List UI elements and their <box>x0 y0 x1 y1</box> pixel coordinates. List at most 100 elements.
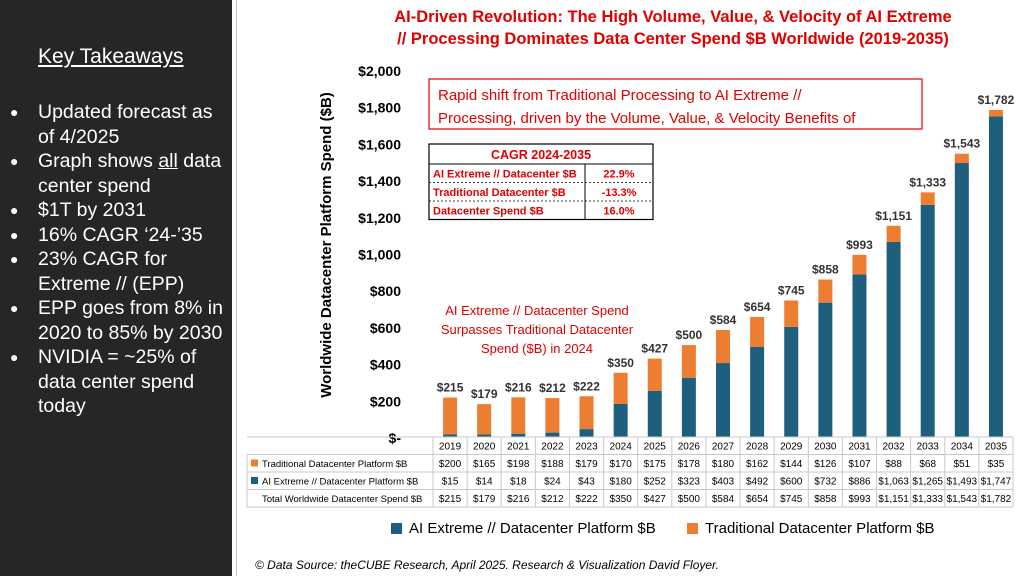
table-cell: $584 <box>712 494 735 505</box>
y-tick-label: $- <box>389 430 402 446</box>
table-cell: $216 <box>507 494 530 505</box>
key-takeaways-list: Updated forecast as of 4/2025Graph shows… <box>8 100 230 419</box>
total-data-label: $584 <box>710 313 737 327</box>
table-legend-key <box>251 477 258 484</box>
total-data-label: $1,782 <box>978 93 1015 107</box>
table-cell: $500 <box>678 494 701 505</box>
bar-traditional <box>681 345 696 378</box>
x-tick-label: 2029 <box>780 442 803 453</box>
table-cell: $68 <box>919 459 936 470</box>
chart-title-line: // Processing Dominates Data Center Spen… <box>397 30 949 48</box>
total-data-label: $993 <box>846 238 873 252</box>
bar-ai-extreme <box>716 363 730 437</box>
total-data-label: $216 <box>505 380 532 394</box>
bar-ai-extreme <box>886 241 901 437</box>
callout-box <box>428 78 923 130</box>
table-cell: $144 <box>780 459 803 470</box>
bar-ai-extreme <box>647 390 662 437</box>
legend-key-ai <box>391 523 402 534</box>
total-data-label: $500 <box>676 328 703 342</box>
y-tick-label: $200 <box>370 393 401 409</box>
x-tick-label: 2030 <box>814 442 837 453</box>
bar-ai-extreme <box>477 434 492 437</box>
table-cell: $179 <box>575 459 598 470</box>
y-tick-label: $400 <box>370 357 401 373</box>
x-tick-label: 2022 <box>541 442 564 453</box>
total-data-label: $212 <box>539 381 566 395</box>
table-cell: $88 <box>885 459 902 470</box>
table-cell: $600 <box>780 477 803 488</box>
table-cell: $24 <box>544 477 561 488</box>
bar-traditional <box>511 397 526 434</box>
table-cell: $427 <box>644 494 667 505</box>
total-data-label: $1,333 <box>909 175 946 189</box>
x-tick-label: 2035 <box>985 442 1008 453</box>
y-axis-label: Worldwide Datacenter Platform Spend ($B) <box>318 92 335 398</box>
table-legend-key <box>251 459 258 467</box>
chart-svg: AI-Driven Revolution: The High Volume, V… <box>246 8 1015 572</box>
legend-label-traditional: Traditional Datacenter Platform $B <box>705 520 935 537</box>
table-cell: $1,333 <box>912 494 943 505</box>
bar-ai-extreme <box>750 346 765 437</box>
table-cell: $654 <box>746 494 769 505</box>
takeaway-item: 16% CAGR ‘24-’35 <box>8 223 230 248</box>
bar-ai-extreme <box>784 326 799 437</box>
table-cell: $1,747 <box>981 477 1012 488</box>
x-tick-label: 2021 <box>507 442 530 453</box>
takeaway-item: NVIDIA = ~25% of data center spend today <box>8 345 230 419</box>
table-cell: $180 <box>712 459 735 470</box>
annotation-text: Spend ($B) in 2024 <box>481 341 593 356</box>
table-cell: $35 <box>988 459 1005 470</box>
total-data-label: $858 <box>812 263 839 277</box>
cagr-row-label: Traditional Datacenter $B <box>433 187 566 199</box>
bar-ai-extreme <box>954 163 969 438</box>
total-data-label: $350 <box>607 356 634 370</box>
table-cell: $15 <box>442 477 459 488</box>
table-cell: $188 <box>541 459 564 470</box>
bar-traditional <box>579 396 594 430</box>
y-tick-label: $1,200 <box>358 210 401 226</box>
x-tick-label: 2025 <box>644 442 667 453</box>
legend-key-traditional <box>687 523 698 534</box>
total-data-label: $179 <box>471 387 498 401</box>
y-tick-label: $1,400 <box>358 173 401 189</box>
bar-ai-extreme <box>545 432 560 437</box>
key-takeaways-title: Key Takeaways <box>38 45 184 68</box>
annotation-text: AI Extreme // Datacenter Spend <box>445 303 629 318</box>
x-tick-label: 2032 <box>882 442 905 453</box>
takeaway-item: $1T by 2031 <box>8 198 230 223</box>
x-tick-label: 2034 <box>951 442 974 453</box>
table-cell: $1,782 <box>981 494 1012 505</box>
bar-ai-extreme <box>852 274 867 437</box>
x-tick-label: 2026 <box>678 442 701 453</box>
table-cell: $175 <box>644 459 667 470</box>
y-tick-label: $2,000 <box>358 63 401 79</box>
table-cell: $745 <box>780 494 803 505</box>
x-tick-label: 2028 <box>746 442 769 453</box>
cagr-row-label: AI Extreme // Datacenter $B <box>433 169 577 181</box>
table-cell: $180 <box>610 477 633 488</box>
x-tick-label: 2019 <box>439 442 462 453</box>
total-data-label: $215 <box>437 381 464 395</box>
bar-traditional <box>886 225 901 242</box>
x-tick-label: 2020 <box>473 442 496 453</box>
table-cell: $1,063 <box>878 477 909 488</box>
bar-traditional <box>818 279 833 303</box>
takeaway-item: 23% CAGR for Extreme // (EPP) <box>8 247 230 296</box>
source-note: © Data Source: theCUBE Research, April 2… <box>255 558 719 572</box>
table-cell: $350 <box>610 494 633 505</box>
table-cell: $43 <box>578 477 595 488</box>
total-data-label: $222 <box>573 379 600 393</box>
cagr-table-box <box>428 143 654 221</box>
table-cell: $732 <box>814 477 837 488</box>
cagr-row-value: 22.9% <box>603 169 634 181</box>
table-row-label: Traditional Datacenter Platform $B <box>262 459 407 470</box>
table-cell: $323 <box>678 477 701 488</box>
table-cell: $886 <box>848 477 871 488</box>
bar-traditional <box>988 110 1003 117</box>
cagr-row-value: -13.3% <box>602 187 637 199</box>
bar-traditional <box>545 398 560 433</box>
table-row-label: AI Extreme // Datacenter Platform $B <box>262 477 418 488</box>
y-tick-label: $600 <box>370 320 401 336</box>
takeaway-item: EPP goes from 8% in 2020 to 85% by 2030 <box>8 296 230 345</box>
